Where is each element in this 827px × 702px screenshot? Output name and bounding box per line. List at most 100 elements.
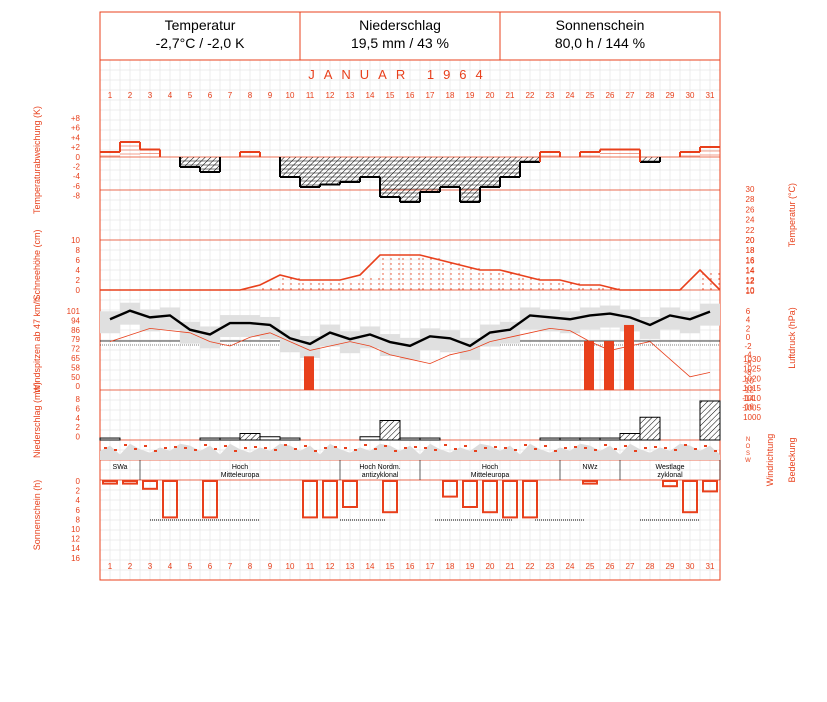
sunshine-bar <box>522 480 538 519</box>
pressure-right-tick: 0 <box>746 333 751 342</box>
precip-bar <box>579 437 601 441</box>
wind-direction-marker <box>484 447 487 449</box>
precip-bar <box>559 437 581 441</box>
temp-anomaly-bar <box>420 157 440 193</box>
snow-dot <box>450 288 452 290</box>
wind-tick-label: 94 <box>71 316 80 325</box>
snow-dot <box>322 288 324 290</box>
weather-type-label: Mitteleuropa <box>221 472 260 479</box>
snow-dot <box>530 278 532 280</box>
pressure-right-tick: -8 <box>744 368 752 377</box>
snow-dot <box>422 278 424 280</box>
snow-dot <box>398 273 400 275</box>
day-label-bottom: 20 <box>486 562 495 571</box>
snow-dot <box>578 288 580 290</box>
wind-direction-tick: O <box>746 444 751 450</box>
snow-dot <box>538 283 540 285</box>
snow-dot <box>422 258 424 260</box>
snow-dot <box>450 263 452 265</box>
sunshine-title: Sonnenschein <box>555 17 645 33</box>
snow-dot <box>418 273 420 275</box>
day-label-bottom: 2 <box>128 562 133 571</box>
sunshine-bar <box>662 480 678 488</box>
snow-dot <box>702 278 704 280</box>
day-label-bottom: 9 <box>268 562 273 571</box>
header-temperature: Temperatur -2,7°C / -2,0 K <box>100 12 300 58</box>
snow-dot <box>462 278 464 280</box>
sunshine-bar <box>582 480 598 485</box>
temp-tick-label: +4 <box>71 133 81 142</box>
temp-anomaly-bar <box>680 151 700 157</box>
weather-type-label: Hoch <box>482 464 498 471</box>
day-label-top: 28 <box>646 91 655 100</box>
snow-dot <box>310 288 312 290</box>
snow-dot <box>570 283 572 285</box>
snow-dot <box>390 268 392 270</box>
pressure-tick-label: 1005 <box>743 404 761 413</box>
day-label-top: 14 <box>366 91 375 100</box>
snow-dot <box>498 273 500 275</box>
wind-direction-marker <box>434 449 437 451</box>
temp-right-tick: 22 <box>746 226 755 235</box>
snow-dot <box>418 278 420 280</box>
snow-dot <box>390 278 392 280</box>
temp-bar-fill <box>400 157 420 202</box>
day-label-bottom: 22 <box>526 562 535 571</box>
wind-direction-marker <box>564 447 567 449</box>
snow-dot <box>278 288 280 290</box>
sunshine-bar <box>102 480 118 485</box>
snow-dot <box>382 258 384 260</box>
pressure-right-tick: -14 <box>742 394 754 403</box>
precip-bar <box>699 400 721 441</box>
snow-dot <box>290 278 292 280</box>
snow-line <box>100 254 721 291</box>
snow-dot <box>518 288 520 290</box>
temp-bar-fill <box>420 157 440 192</box>
snow-dot <box>478 268 480 270</box>
day-label-top: 11 <box>306 91 315 100</box>
weather-type-label: Hoch <box>232 464 248 471</box>
snow-dot <box>298 288 300 290</box>
pressure-tick-label: 1000 <box>743 413 761 422</box>
pressure-right-tick: 6 <box>746 307 751 316</box>
snow-dot <box>438 283 440 285</box>
snow-dot <box>390 283 392 285</box>
wind-direction-tick: S <box>746 451 750 457</box>
temp-bar-fill <box>440 157 460 187</box>
sunshine-bar <box>142 480 158 490</box>
weather-type-label: Westlage <box>655 464 684 471</box>
snow-right-tick: 16 <box>746 256 755 265</box>
snow-dot <box>482 288 484 290</box>
day-label-bottom: 16 <box>406 562 415 571</box>
snow-dot <box>438 288 440 290</box>
wind-direction-marker <box>554 450 557 452</box>
wind-direction-marker <box>684 444 687 446</box>
snow-dot <box>410 283 412 285</box>
snow-dot <box>550 283 552 285</box>
wind-direction-marker <box>124 444 127 446</box>
wind-range-band <box>340 331 360 354</box>
wind-range-band <box>100 311 120 334</box>
day-label-bottom: 13 <box>346 562 355 571</box>
pressure-right-tick: 4 <box>746 316 751 325</box>
precip-bar <box>379 420 401 441</box>
wind-range-band <box>420 328 440 351</box>
sunshine-tick-label: 14 <box>71 544 80 553</box>
snow-dot <box>282 283 284 285</box>
snow-dot <box>402 288 404 290</box>
snow-dot <box>710 283 712 285</box>
snow-dot <box>438 268 440 270</box>
snow-dot <box>362 288 364 290</box>
day-label-bottom: 18 <box>446 562 455 571</box>
precip-bar <box>399 437 421 441</box>
day-label-top: 26 <box>606 91 615 100</box>
temp-anomaly-bar <box>500 157 520 178</box>
snow-dot <box>702 273 704 275</box>
wind-direction-marker <box>244 447 247 449</box>
snow-dot <box>542 283 544 285</box>
wind-range-band <box>260 316 280 339</box>
cloud-axis-title: Bedeckung <box>787 437 797 482</box>
day-label-bottom: 10 <box>286 562 295 571</box>
day-label-bottom: 28 <box>646 562 655 571</box>
